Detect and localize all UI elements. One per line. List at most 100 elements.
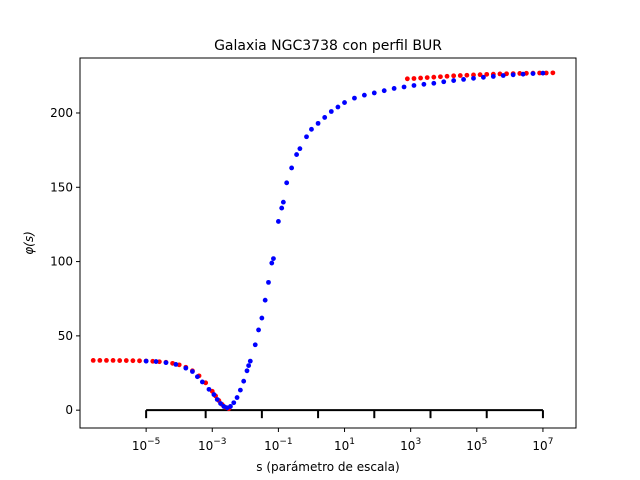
- data-point: [421, 81, 427, 87]
- data-point: [110, 357, 116, 363]
- y-tick-label: 100: [50, 255, 73, 269]
- y-tick-label: 200: [50, 106, 73, 120]
- data-point: [241, 378, 247, 384]
- data-point: [280, 199, 286, 205]
- x-tick-label: 10−5: [132, 437, 161, 453]
- data-point: [328, 109, 334, 114]
- y-axis-ticks: 0 50 100 150 200: [50, 106, 80, 417]
- data-point: [173, 362, 179, 367]
- data-point: [471, 75, 476, 81]
- data-point: [457, 73, 463, 78]
- x-tick-label: 10−1: [264, 437, 293, 453]
- data-point: [284, 180, 290, 186]
- y-tick-label: 150: [50, 180, 73, 194]
- data-point: [464, 72, 470, 78]
- data-point: [262, 297, 268, 303]
- data-point: [381, 88, 387, 94]
- data-point: [352, 95, 357, 101]
- data-point: [510, 72, 516, 78]
- data-point: [271, 256, 276, 262]
- y-tick-label: 0: [65, 403, 73, 417]
- data-point: [199, 379, 205, 385]
- y-axis-label: φ(s): [22, 231, 36, 255]
- data-point: [418, 75, 423, 81]
- data-point: [279, 205, 285, 211]
- x-tick-label: 107: [532, 437, 553, 453]
- data-point: [97, 357, 103, 363]
- data-point: [371, 90, 377, 96]
- data-point: [481, 74, 486, 80]
- plot-area-frame: [79, 57, 577, 429]
- data-point: [104, 357, 109, 363]
- data-point: [234, 395, 240, 400]
- data-point: [90, 357, 96, 363]
- data-point: [137, 358, 142, 364]
- data-point: [500, 73, 506, 78]
- data-point: [190, 369, 195, 374]
- data-point: [484, 71, 490, 77]
- data-point: [244, 368, 250, 374]
- data-point: [130, 358, 136, 364]
- data-point: [361, 92, 367, 98]
- x-tick-label: 101: [334, 437, 355, 453]
- data-point: [530, 71, 536, 77]
- data-point: [117, 358, 123, 363]
- data-point: [550, 70, 556, 76]
- data-point: [194, 374, 200, 380]
- data-points: [90, 70, 556, 412]
- data-point: [163, 360, 169, 366]
- x-tick-label: 105: [466, 437, 487, 453]
- data-point: [259, 315, 265, 321]
- data-point: [269, 260, 275, 266]
- data-point: [214, 397, 220, 402]
- data-point: [404, 76, 410, 82]
- data-point: [451, 78, 457, 83]
- data-point: [322, 115, 328, 120]
- x-tick-label: 10−3: [198, 437, 227, 453]
- y-tick-label: 50: [58, 329, 73, 343]
- data-point: [256, 327, 261, 333]
- data-point: [247, 358, 253, 364]
- data-point: [266, 279, 271, 285]
- data-point: [471, 72, 476, 78]
- data-point: [342, 100, 347, 105]
- x-tick-label: 103: [400, 437, 421, 453]
- data-point: [218, 401, 223, 406]
- data-point: [438, 74, 443, 80]
- zero-baseline-bracket: [145, 409, 544, 419]
- x-axis-ticks: 10−5 10−3 10−1 101 103 105 107: [132, 428, 553, 453]
- data-point: [401, 84, 407, 90]
- data-point: [237, 387, 243, 393]
- data-point: [297, 146, 303, 152]
- data-point: [304, 134, 309, 140]
- data-point: [540, 70, 546, 76]
- data-point: [246, 363, 252, 368]
- data-point: [424, 75, 430, 81]
- data-point: [477, 72, 483, 78]
- data-point: [183, 365, 189, 371]
- data-point: [228, 404, 233, 409]
- data-point: [315, 120, 321, 126]
- data-point: [123, 358, 129, 363]
- data-point: [206, 386, 212, 392]
- data-point: [335, 104, 341, 110]
- chart-title: Galaxia NGC3738 con perfil BUR: [214, 38, 442, 54]
- data-point: [289, 165, 295, 171]
- data-point: [461, 76, 466, 82]
- data-point: [451, 73, 457, 79]
- data-point: [444, 73, 450, 79]
- data-point: [431, 80, 437, 86]
- data-point: [520, 71, 526, 77]
- data-point: [441, 79, 447, 85]
- data-point: [252, 342, 258, 348]
- data-point: [143, 358, 149, 364]
- data-point: [431, 74, 437, 80]
- data-point: [153, 359, 159, 364]
- data-point: [276, 219, 281, 224]
- data-point: [391, 86, 397, 91]
- data-point: [309, 126, 314, 132]
- data-point: [211, 392, 217, 397]
- x-axis-label: s (parámetro de escala): [256, 460, 399, 474]
- data-point: [294, 152, 299, 157]
